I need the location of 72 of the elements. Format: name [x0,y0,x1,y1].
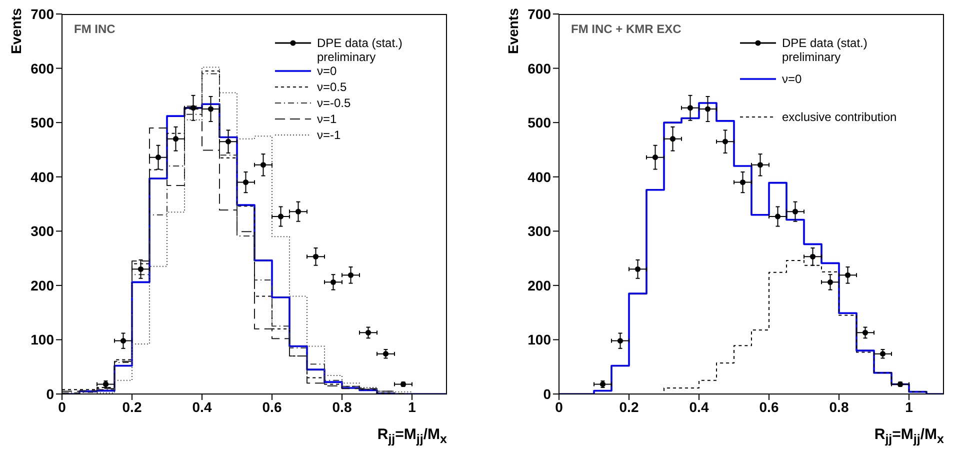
point [382,351,389,357]
y-axis-title: Events [505,8,521,54]
y-tick-label: 500 [30,114,54,131]
point [740,179,746,186]
x-tick-label: 0.2 [619,398,639,415]
point [792,208,798,214]
y-tick-label: 600 [528,60,552,76]
point [652,154,658,160]
y-tick-label: 200 [528,277,552,294]
x-tick-label: 0 [555,398,564,415]
point [120,338,126,344]
legend-label: ν=0 [317,64,337,78]
y-tick-label: 0 [46,386,54,402]
point [208,106,214,112]
x-tick-label: 0.4 [192,398,212,415]
point [844,272,851,278]
point [348,272,354,278]
y-tick-label: 500 [528,114,552,131]
point [704,106,711,112]
y-tick-label: 700 [528,6,552,22]
x-axis-title: R$_{jj}$=M$_{jj}$/M$_{x}$ [377,426,447,446]
point [722,138,728,144]
text: FM INC [74,22,116,36]
y-tick-label: 600 [30,60,54,76]
y-tick-label: 400 [528,168,552,185]
legend-label: ν=-1 [317,128,341,142]
point [330,279,336,285]
y-tick-label: 200 [30,277,54,294]
point [774,214,781,220]
y-axis-title: Events [8,8,24,54]
point [155,154,162,160]
point [670,136,676,142]
legend-label: ν=1 [317,112,337,126]
legend-label: ν=0.5 [317,80,347,94]
x-axis-title: R$_{jj}$=M$_{jj}$/M$_{x}$ [874,426,944,446]
point [190,105,196,111]
x-tick-label: 1 [408,398,416,415]
point [880,351,886,357]
x-tick-label: 0 [58,398,66,415]
x-tick-label: 1 [905,398,914,415]
point [225,138,232,144]
legend-label: ν=-0.5 [317,96,351,110]
x-tick-label: 0.4 [689,398,709,415]
point [365,330,372,336]
x-tick-label: 0.6 [262,398,282,415]
point [862,330,868,336]
legend-label: exclusive contribution [782,110,897,124]
y-tick-label: 400 [30,168,54,185]
point [634,266,641,272]
point [242,179,249,186]
x-tick-label: 0.2 [122,398,142,415]
text: FM INC + KMR EXC [571,22,682,36]
y-tick-label: 700 [30,6,54,22]
point [278,214,284,220]
legend-label: ν=0 [782,72,802,86]
point [827,279,834,285]
point [172,136,179,142]
point [295,208,302,214]
x-tick-label: 0.8 [332,398,352,415]
y-tick-label: 300 [528,223,552,240]
y-tick-label: 300 [30,223,54,240]
point [260,162,266,168]
y-tick-label: 100 [30,332,54,348]
legend-label: DPE data (stat.) preliminary [782,36,868,64]
point [138,266,144,272]
y-tick-label: 100 [528,332,552,348]
x-tick-label: 0.8 [829,398,849,415]
x-tick-label: 0.6 [759,398,779,415]
point [757,162,764,168]
point [687,105,694,111]
point [617,338,624,344]
y-tick-label: 0 [543,386,552,402]
